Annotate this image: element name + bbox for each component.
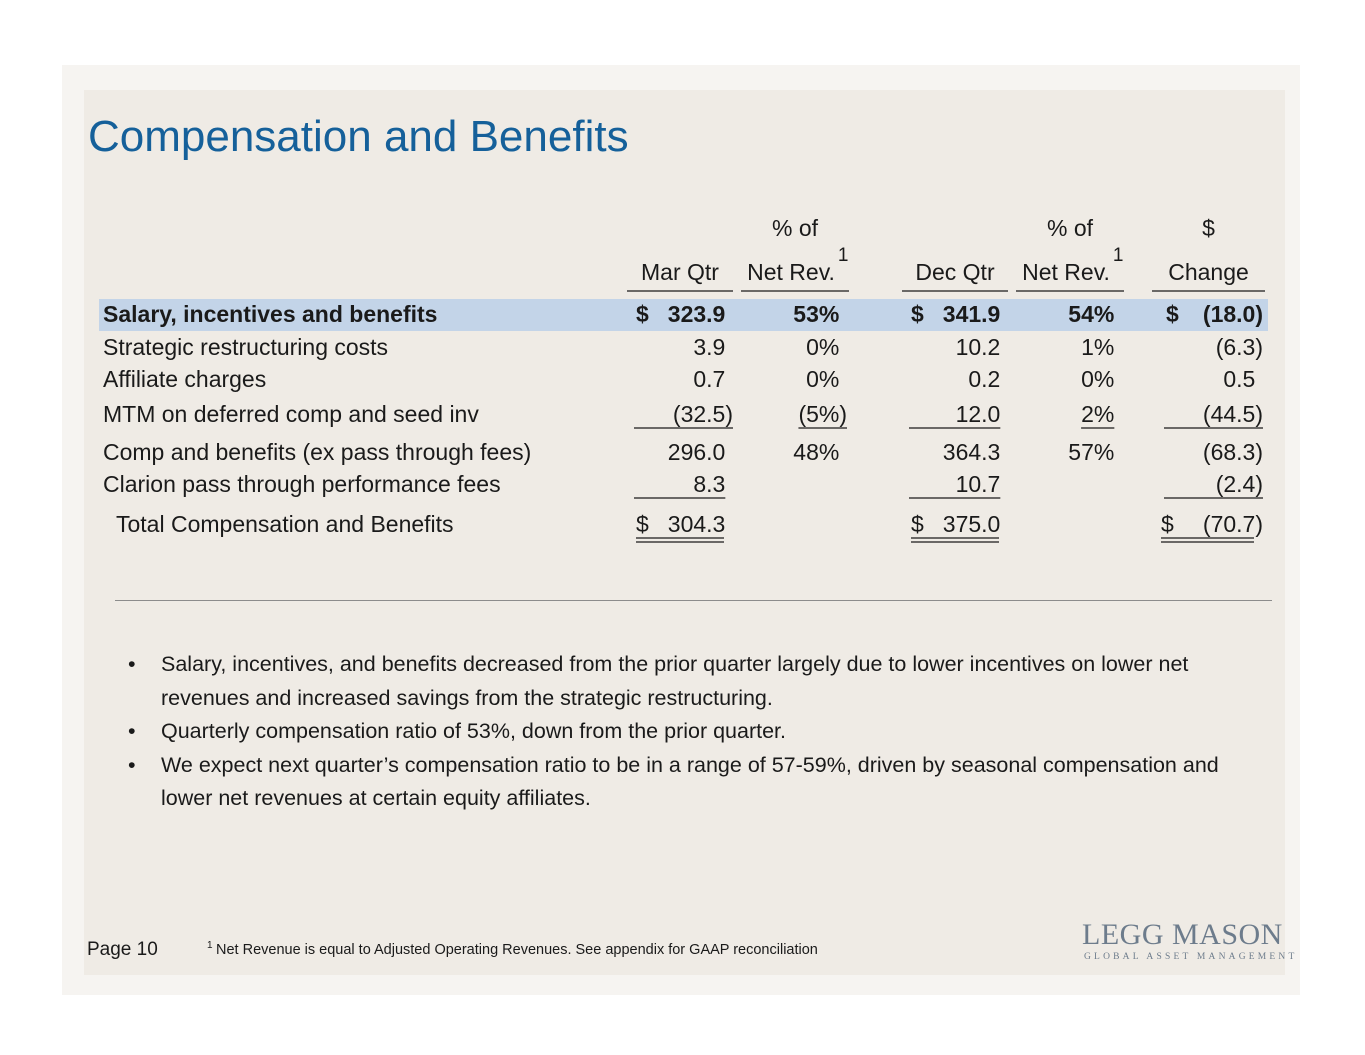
cell-value: 8.3 — [693, 471, 726, 497]
cell-value: 57% — [1068, 439, 1115, 465]
row-label: Salary, incentives and benefits — [103, 301, 438, 327]
cell-value: (44.5) — [1202, 401, 1263, 427]
cell-value: 304.3 — [667, 511, 726, 537]
cell-value: 375.0 — [942, 511, 1001, 537]
cell-value: 10.2 — [955, 334, 1001, 360]
row-label: Strategic restructuring costs — [103, 334, 389, 360]
cell-value: (6.3) — [1215, 334, 1263, 360]
column-header: Net Rev. — [747, 259, 835, 285]
title: Compensation and Benefits — [88, 112, 629, 161]
column-header-top: % of — [1046, 215, 1094, 241]
row-label: Total Compensation and Benefits — [116, 511, 454, 537]
cell-value: 323.9 — [667, 301, 726, 327]
cell-value: 10.7 — [955, 471, 1001, 497]
cell-value: 48% — [793, 439, 840, 465]
column-header: Net Rev. — [1022, 259, 1110, 285]
cell-currency: $ — [911, 301, 924, 327]
bullet-list: Salary, incentives, and benefits decreas… — [128, 648, 1238, 816]
bullet: We expect next quarter’s compensation ra… — [128, 749, 1238, 816]
column-header: Dec Qtr — [915, 259, 995, 285]
slide-panel — [84, 90, 1285, 975]
footnote-mark: 1 — [837, 245, 849, 266]
cell-value: 296.0 — [667, 439, 726, 465]
cell-value: (32.5) — [672, 401, 733, 427]
cell-value: 0.7 — [693, 366, 726, 392]
column-header-top: $ — [1202, 215, 1215, 241]
cell-value: 54% — [1068, 301, 1115, 327]
cell-value: (2.4) — [1215, 471, 1263, 497]
column-header: Change — [1168, 259, 1249, 285]
cell-currency: $ — [911, 511, 924, 537]
logo-name: LEGG MASON — [1082, 918, 1283, 951]
bullet: Salary, incentives, and benefits decreas… — [128, 648, 1238, 715]
row-label: Affiliate charges — [103, 366, 267, 392]
cell-value: (70.7) — [1202, 511, 1263, 537]
cell-value: (18.0) — [1202, 301, 1263, 327]
cell-value: 364.3 — [942, 439, 1001, 465]
cell-currency: $ — [1161, 511, 1174, 537]
column-header-top: % of — [771, 215, 819, 241]
cell-value: 1% — [1081, 334, 1115, 360]
cell-value: 12.0 — [955, 401, 1001, 427]
cell-currency: $ — [636, 511, 649, 537]
row-highlight — [99, 299, 1268, 331]
cell-value: 0% — [1081, 366, 1115, 392]
footnote-mark: 1 — [207, 940, 213, 951]
footnote-mark: 1 — [1112, 245, 1124, 266]
cell-value: 0.2 — [968, 366, 1001, 392]
cell-value: (5%) — [798, 401, 847, 427]
cell-value: 341.9 — [942, 301, 1001, 327]
page-number: Page 10 — [87, 939, 158, 960]
row-label: Clarion pass through performance fees — [103, 471, 501, 497]
cell-value: 3.9 — [693, 334, 726, 360]
cell-currency: $ — [1166, 301, 1179, 327]
logo-tagline: GLOBAL ASSET MANAGEMENT — [1084, 952, 1298, 962]
cell-value: 53% — [793, 301, 840, 327]
cell-value: 0% — [806, 366, 840, 392]
cell-value: 2% — [1081, 401, 1115, 427]
cell-value: 0.5 — [1223, 366, 1256, 392]
separator — [115, 600, 1272, 601]
row-label: MTM on deferred comp and seed inv — [103, 401, 479, 427]
column-header: Mar Qtr — [641, 259, 719, 285]
footnote: Net Revenue is equal to Adjusted Operati… — [216, 942, 818, 958]
cell-value: (68.3) — [1202, 439, 1263, 465]
bullet: Quarterly compensation ratio of 53%, dow… — [128, 715, 1238, 749]
row-label: Comp and benefits (ex pass through fees) — [103, 439, 532, 465]
cell-value: 0% — [806, 334, 840, 360]
cell-currency: $ — [636, 301, 649, 327]
